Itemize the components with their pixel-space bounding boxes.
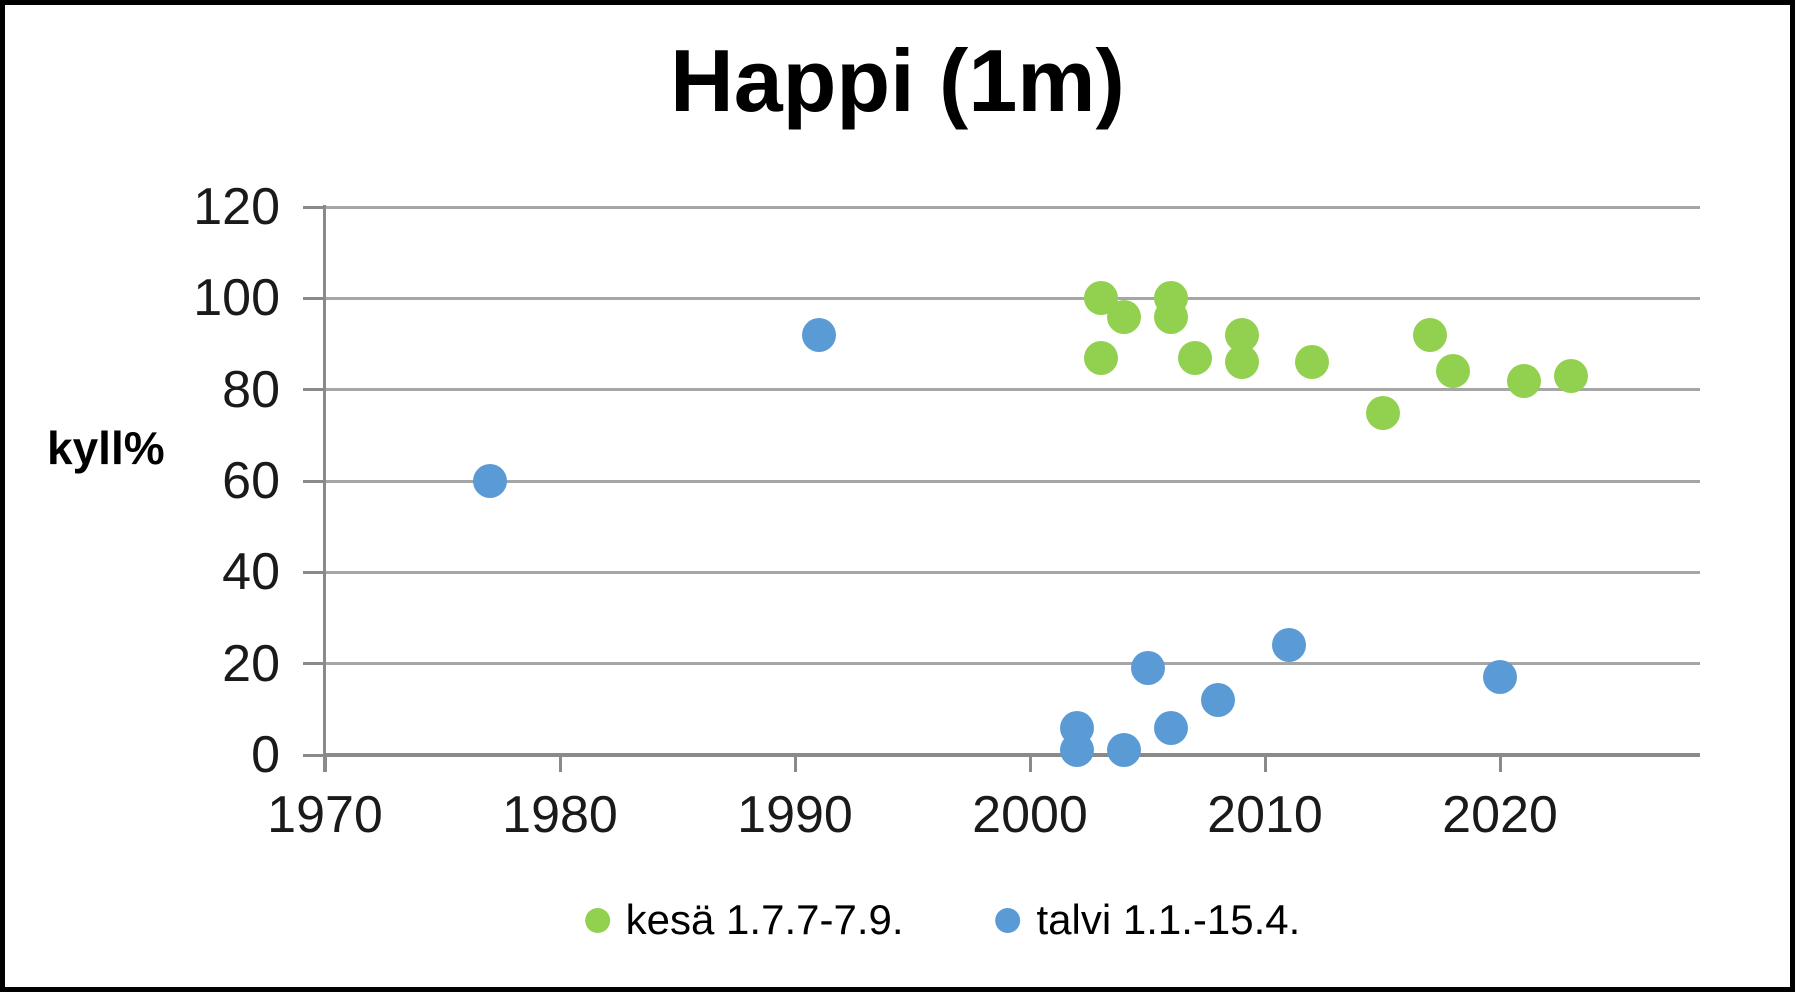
data-point-kesa (1295, 345, 1329, 380)
legend: kesä 1.7.7-7.9. talvi 1.1.-15.4. (584, 895, 1301, 945)
data-point-talvi (1107, 733, 1141, 768)
x-tick-label-1980: 1980 (502, 786, 618, 844)
x-tick-mark-2010 (1263, 755, 1267, 772)
data-point-talvi (1060, 733, 1094, 768)
data-point-kesa (1177, 340, 1212, 375)
data-point-talvi (1154, 710, 1188, 745)
gridline-y-120 (325, 205, 1700, 209)
y-tick-mark-20 (303, 662, 323, 666)
y-tick-label-100: 100 (193, 269, 280, 328)
y-tick-mark-100 (303, 296, 323, 300)
y-axis-line (323, 205, 326, 772)
y-tick-label-60: 60 (222, 452, 280, 510)
data-point-kesa (1365, 395, 1400, 430)
data-point-kesa (1083, 340, 1118, 375)
y-tick-mark-60 (303, 479, 323, 483)
y-tick-label-120: 120 (193, 178, 280, 236)
y-tick-mark-40 (303, 570, 323, 574)
data-point-talvi (1483, 660, 1517, 695)
y-axis-title: kyll% (47, 422, 165, 474)
y-tick-label-40: 40 (222, 543, 280, 602)
x-tick-mark-2000 (1028, 755, 1032, 772)
x-tick-mark-1980 (558, 755, 562, 772)
legend-item-kesa: kesä 1.7.7-7.9. (584, 895, 904, 945)
data-point-talvi (472, 464, 507, 498)
legend-label-kesa: kesä 1.7.7-7.9. (625, 896, 904, 943)
y-tick-label-80: 80 (222, 360, 280, 419)
data-point-talvi (1271, 628, 1306, 663)
gridline-y-40 (325, 570, 1700, 574)
x-tick-label-2010: 2010 (1207, 786, 1323, 844)
data-point-kesa (1412, 317, 1447, 352)
x-axis-line (323, 753, 1700, 757)
gridline-y-80 (325, 388, 1700, 392)
legend-label-talvi: talvi 1.1.-15.4. (1036, 896, 1301, 943)
x-tick-label-1970: 1970 (267, 786, 383, 844)
chart-title: Happi (1m) (670, 31, 1125, 130)
data-point-kesa (1436, 354, 1470, 389)
y-tick-label-20: 20 (222, 634, 280, 693)
x-tick-label-1990: 1990 (737, 786, 853, 844)
gridline-y-100 (325, 296, 1700, 300)
data-point-kesa (1224, 345, 1259, 380)
data-point-kesa (1506, 363, 1541, 398)
data-point-kesa (1154, 299, 1188, 334)
gridline-y-20 (325, 662, 1700, 666)
x-tick-mark-2020 (1498, 755, 1502, 772)
gridline-y-60 (325, 479, 1700, 483)
data-point-talvi (801, 317, 836, 352)
data-point-kesa (1553, 358, 1588, 393)
data-point-talvi (1201, 683, 1235, 718)
y-tick-mark-120 (303, 205, 323, 209)
legend-item-talvi: talvi 1.1.-15.4. (995, 895, 1301, 945)
data-point-kesa (1107, 299, 1141, 334)
x-tick-mark-1990 (793, 755, 797, 772)
y-tick-mark-80 (303, 388, 323, 392)
x-tick-label-2020: 2020 (1442, 786, 1558, 844)
y-tick-mark-0 (303, 753, 323, 757)
data-point-talvi (1130, 651, 1165, 686)
legend-marker-kesa-icon (584, 907, 610, 933)
x-tick-mark-1970 (323, 755, 327, 772)
legend-marker-talvi-icon (995, 907, 1021, 933)
x-tick-label-2000: 2000 (972, 786, 1088, 844)
y-tick-label-0: 0 (251, 726, 280, 784)
